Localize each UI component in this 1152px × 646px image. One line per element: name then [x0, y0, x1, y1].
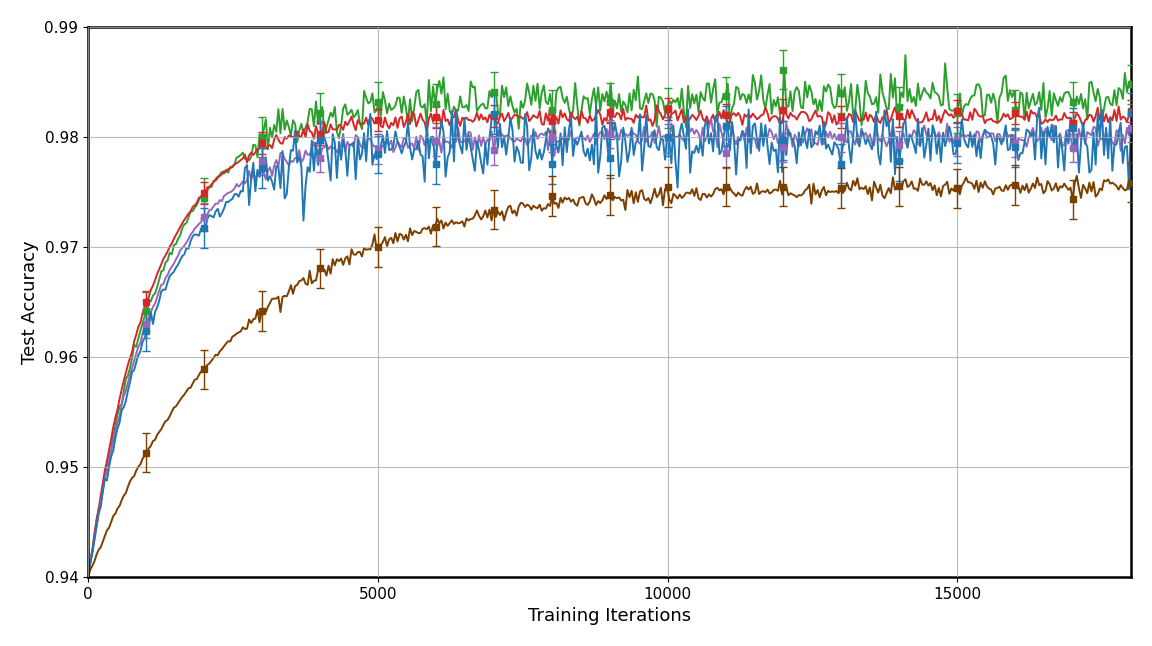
X-axis label: Training Iterations: Training Iterations	[528, 607, 691, 625]
Y-axis label: Test Accuracy: Test Accuracy	[21, 240, 39, 364]
